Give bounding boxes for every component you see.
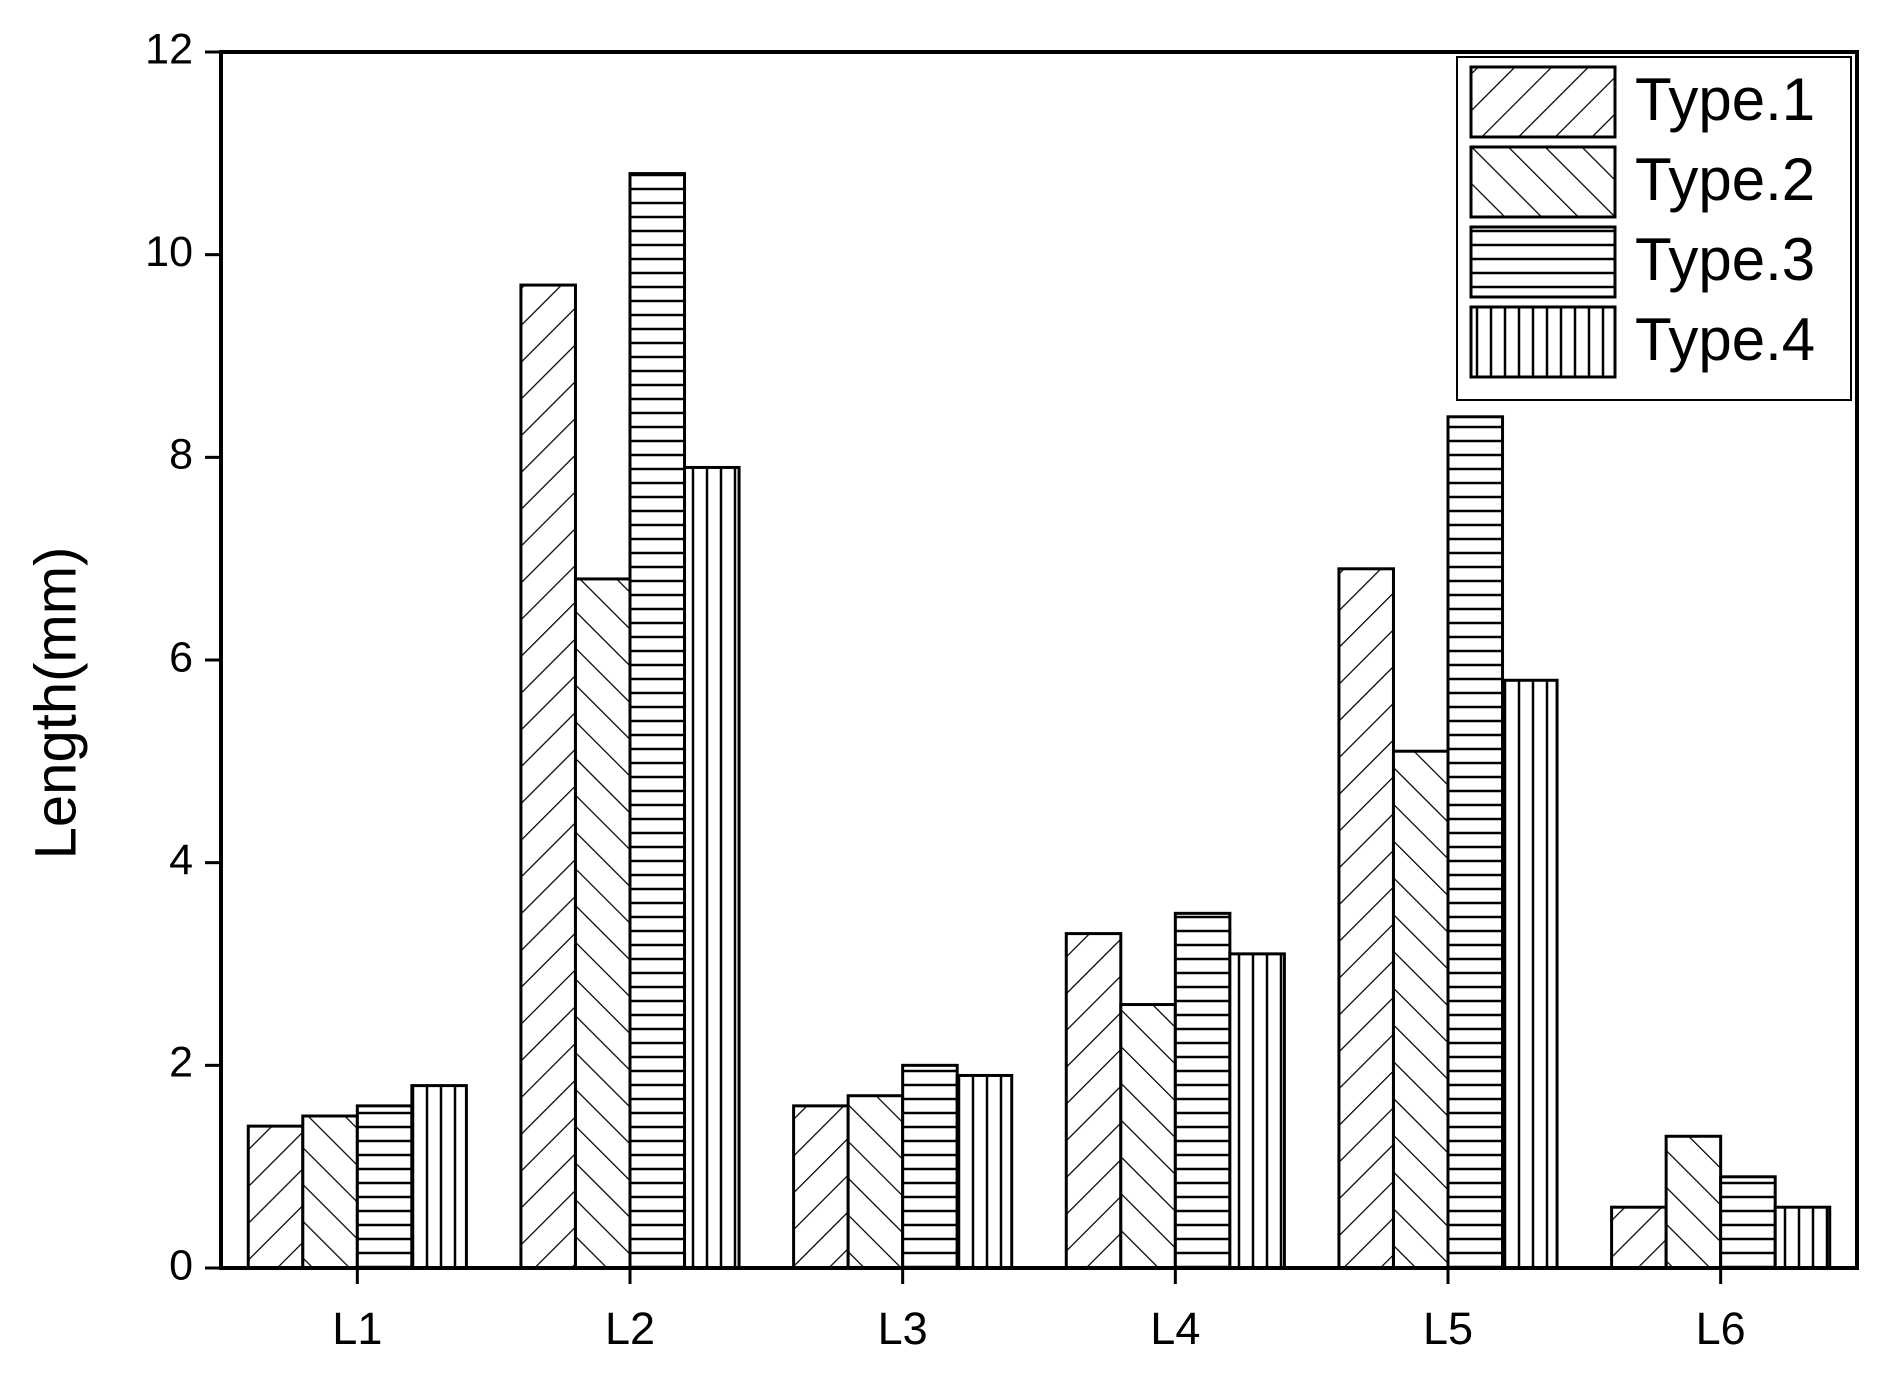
y-tick-label: 0 (169, 1241, 193, 1289)
y-tick-label: 2 (169, 1039, 193, 1087)
x-tick-label: L1 (332, 1303, 382, 1354)
bar (1719, 1175, 1777, 1270)
x-tick-label: L6 (1696, 1303, 1746, 1354)
x-tick-label: L2 (605, 1303, 655, 1354)
bar (573, 577, 632, 1270)
bar (1446, 415, 1505, 1270)
bar (1337, 567, 1395, 1270)
bar (683, 465, 741, 1270)
bar (792, 1104, 850, 1270)
legend-swatch (1469, 145, 1617, 219)
bar (955, 1073, 1014, 1270)
bar (628, 172, 687, 1270)
bar (301, 1114, 359, 1270)
legend-label: Type.4 (1635, 306, 1815, 373)
bar (1610, 1205, 1668, 1270)
bar (519, 283, 577, 1270)
y-tick-label: 8 (169, 431, 193, 479)
legend-label: Type.3 (1635, 226, 1815, 293)
y-tick-label: 4 (169, 836, 193, 884)
bar (901, 1063, 959, 1270)
x-tick-label: L5 (1423, 1303, 1473, 1354)
bar (1173, 911, 1232, 1270)
bar (1501, 678, 1559, 1270)
y-tick-label: 6 (169, 633, 193, 681)
bar (410, 1084, 468, 1270)
bar (1064, 932, 1123, 1270)
y-tick-label: 12 (145, 25, 193, 73)
bar (1664, 1134, 1723, 1270)
bar (1228, 952, 1286, 1270)
plot-frame (219, 50, 1859, 1270)
legend-swatch (1469, 305, 1617, 379)
legend-swatch (1469, 65, 1617, 139)
y-tick-label: 10 (145, 228, 193, 276)
bar (846, 1094, 905, 1270)
legend-label: Type.2 (1635, 146, 1815, 213)
y-axis-label: Length(mm) (23, 547, 88, 860)
legend-label: Type.1 (1635, 66, 1815, 133)
bar (1391, 749, 1450, 1270)
legend-swatch (1469, 225, 1617, 299)
bar (246, 1124, 305, 1270)
bar (1773, 1205, 1832, 1270)
x-tick-label: L4 (1150, 1303, 1200, 1354)
x-tick-label: L3 (878, 1303, 928, 1354)
bar (1119, 1003, 1177, 1270)
bar (355, 1104, 414, 1270)
